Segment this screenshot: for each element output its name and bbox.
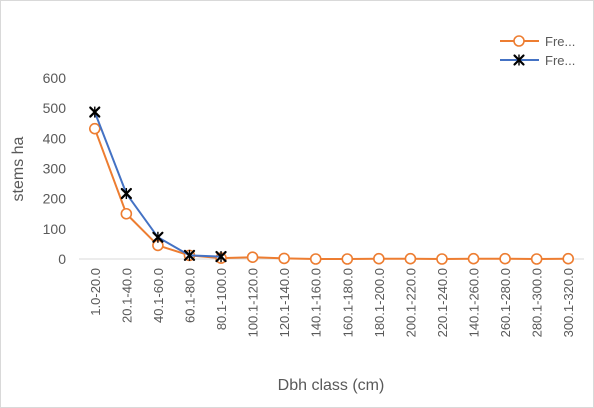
series-2-point bbox=[120, 187, 132, 200]
series-2-point bbox=[183, 249, 196, 261]
series-1-point bbox=[341, 253, 354, 265]
series-1-point bbox=[499, 252, 511, 265]
x-tick-label: 40.1-60.0 bbox=[151, 268, 166, 323]
legend-item: Fre... bbox=[500, 34, 575, 49]
x-tick-label: 300.1-320.0 bbox=[561, 268, 576, 337]
y-tick-label: 100 bbox=[43, 221, 67, 237]
y-tick-label: 600 bbox=[43, 70, 67, 86]
x-tick-label: 20.1-40.0 bbox=[119, 268, 134, 323]
x-tick-label: 80.1-100.0 bbox=[214, 268, 229, 330]
series-1-point bbox=[436, 253, 448, 265]
series-1-point bbox=[530, 253, 543, 265]
x-tick-label: 260.1-280.0 bbox=[498, 268, 513, 337]
series-2-point bbox=[89, 106, 101, 118]
x-tick-label: 120.1-140.0 bbox=[277, 268, 292, 337]
series-2 bbox=[89, 106, 227, 263]
series-1-point bbox=[278, 252, 290, 265]
y-tick-label: 0 bbox=[58, 251, 66, 267]
y-tick-label: 200 bbox=[43, 191, 67, 207]
series-1-line bbox=[93, 128, 569, 261]
series-1-point bbox=[467, 252, 480, 265]
y-axis-title: stems ha bbox=[10, 136, 27, 201]
legend-marker bbox=[513, 35, 525, 47]
series-1 bbox=[88, 122, 575, 265]
x-tick-label: 60.1-80.0 bbox=[182, 268, 197, 323]
x-tick-label: 140.1-260.0 bbox=[467, 268, 482, 337]
series-1-point bbox=[373, 252, 385, 265]
y-tick-label: 300 bbox=[43, 161, 67, 177]
y-tick-label: 500 bbox=[43, 100, 67, 116]
legend-marker bbox=[513, 54, 525, 66]
x-tick-label: 220.1-240.0 bbox=[435, 268, 450, 337]
x-tick-label: 180.1-200.0 bbox=[372, 268, 387, 337]
legend-label: Fre... bbox=[545, 53, 575, 68]
x-tick-label: 1.0-20.0 bbox=[88, 268, 103, 316]
legend: Fre... Fre... bbox=[500, 34, 575, 68]
x-tick-label: 280.1-300.0 bbox=[530, 268, 545, 337]
x-tick-label: 100.1-120.0 bbox=[246, 268, 261, 337]
legend-item: Fre... bbox=[500, 53, 575, 68]
series-1-point bbox=[404, 252, 417, 265]
x-tick-label: 140.1-160.0 bbox=[309, 268, 324, 337]
series-1-point bbox=[246, 251, 259, 263]
y-tick-label: 400 bbox=[43, 130, 67, 146]
series-2-point bbox=[215, 250, 227, 263]
series-1-point bbox=[309, 253, 322, 265]
x-tick-label: 200.1-220.0 bbox=[403, 268, 418, 337]
x-tick-label: 160.1-180.0 bbox=[340, 268, 355, 337]
x-axis-title: Dbh class (cm) bbox=[278, 377, 385, 394]
series-2-point bbox=[152, 231, 164, 243]
series-1-point bbox=[88, 122, 101, 135]
series-1-point bbox=[120, 207, 133, 220]
series-1-point bbox=[562, 252, 575, 265]
legend-label: Fre... bbox=[545, 34, 575, 49]
